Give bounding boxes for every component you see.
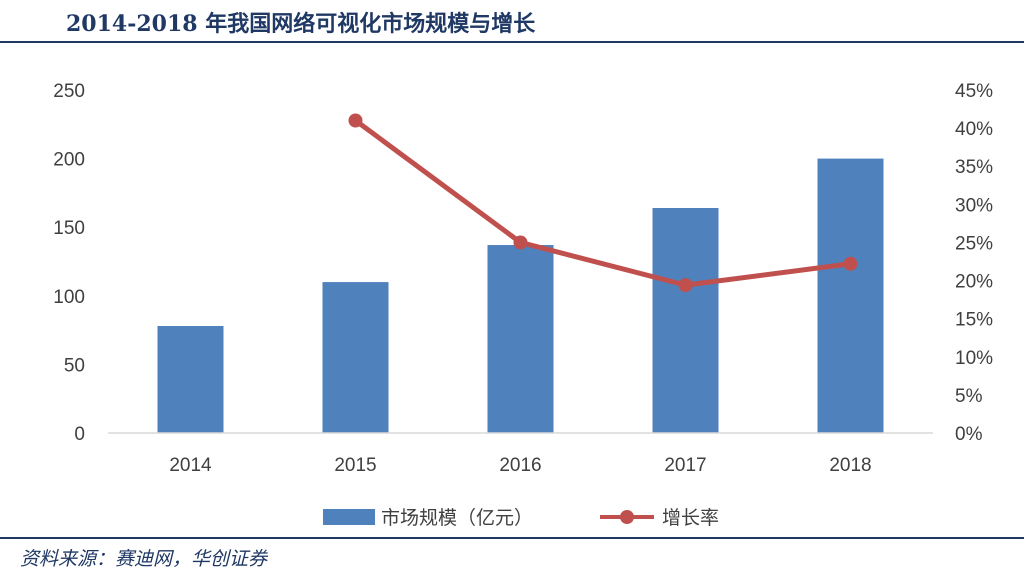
legend-line-label: 增长率 [662, 507, 720, 529]
x-tick-label: 2017 [664, 455, 706, 476]
legend-bar-swatch [323, 508, 375, 525]
y-left-tick-label: 0 [74, 424, 85, 445]
bar-2017 [652, 207, 719, 433]
footer-divider [0, 537, 1024, 539]
bar-2018 [817, 158, 884, 433]
y-right-tick-label: 40% [955, 119, 993, 140]
y-right-tick-label: 25% [955, 233, 993, 254]
combo-chart: 0 50 100 150 200 250 0% 5% 10% 15% 20% 25% 30% 35% 40%… [53, 81, 993, 476]
legend-item-bar: 市场规模（亿元） [323, 503, 533, 530]
y-right-tick-label: 15% [955, 310, 993, 331]
y-left-tick-label: 50 [64, 355, 85, 376]
y-right-tick-label: 45% [955, 81, 993, 102]
growth-point-2016 [513, 235, 528, 250]
bar-2016 [487, 245, 554, 433]
title-divider [0, 41, 1024, 43]
bar-2014 [157, 325, 224, 433]
x-tick-label: 2016 [499, 455, 541, 476]
y-right-tick-label: 20% [955, 272, 993, 293]
y-right-tick-label: 30% [955, 195, 993, 216]
y-right-tick-label: 0% [955, 424, 983, 445]
y-left-tick-label: 200 [53, 150, 85, 171]
y-left-tick-label: 250 [53, 81, 85, 102]
y-right-tick-label: 5% [955, 386, 983, 407]
y-left-tick-label: 150 [53, 218, 85, 239]
growth-point-2018 [843, 256, 858, 271]
y-right-tick-label: 35% [955, 157, 993, 178]
chart-title: 2014-2018 年我国网络可视化市场规模与增长 [66, 11, 536, 37]
growth-line [354, 118, 851, 288]
legend-bar-label: 市场规模（亿元） [381, 507, 534, 529]
legend-line-swatch [600, 509, 654, 524]
growth-point-2017 [678, 278, 693, 293]
source-note: 资料来源：赛迪网，华创证券 [20, 548, 268, 570]
x-tick-label: 2018 [829, 455, 871, 476]
legend: 市场规模（亿元） 增长率 [0, 503, 1024, 531]
y-left-tick-label: 100 [53, 287, 85, 308]
bar-2015 [322, 282, 389, 433]
x-tick-label: 2014 [169, 455, 212, 476]
growth-point-2015 [348, 113, 363, 128]
x-tick-label: 2015 [334, 455, 376, 476]
y-right-tick-label: 10% [955, 348, 993, 369]
legend-item-line: 增长率 [598, 503, 719, 530]
